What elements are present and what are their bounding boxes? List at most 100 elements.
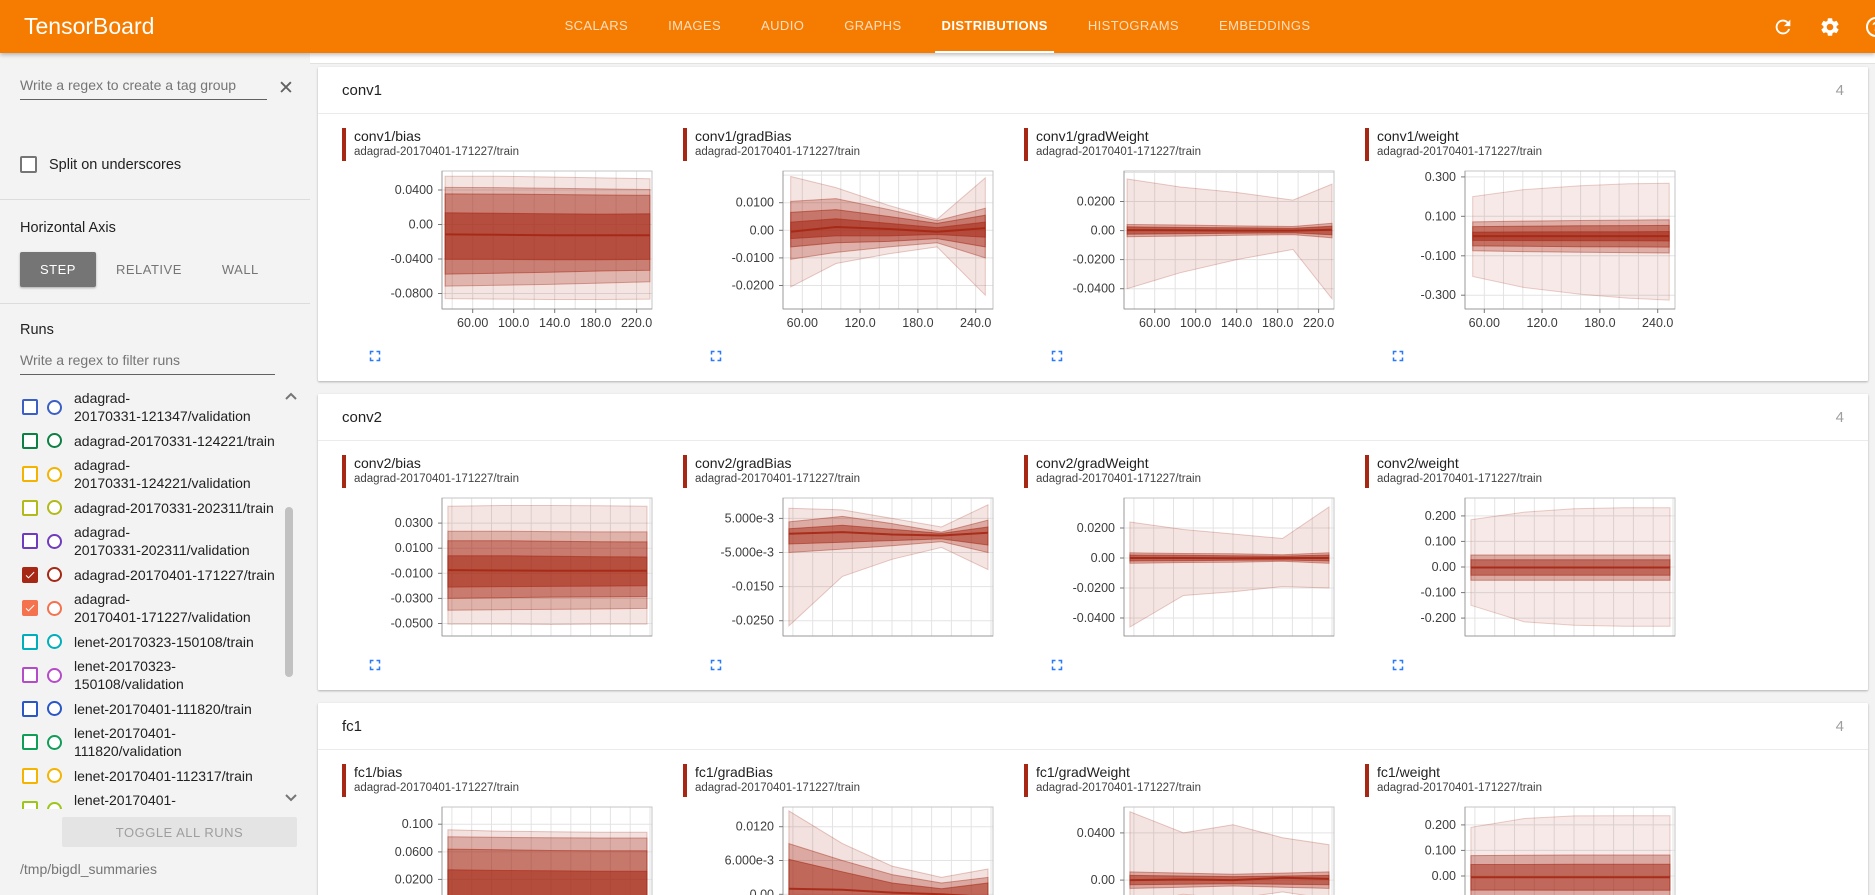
tab-histograms[interactable]: HISTOGRAMS bbox=[1087, 18, 1180, 33]
tab-images[interactable]: IMAGES bbox=[668, 18, 722, 33]
run-radio[interactable] bbox=[47, 801, 62, 809]
run-item[interactable]: adagrad-20170331-202311/train bbox=[22, 494, 280, 521]
run-checkbox[interactable] bbox=[22, 633, 38, 650]
run-checkbox[interactable] bbox=[22, 466, 38, 482]
run-checkbox[interactable] bbox=[22, 399, 38, 415]
distribution-plot[interactable]: 0.0300 0.0100 -0.0100 -0.0300 -0.0500 bbox=[342, 492, 676, 644]
run-checkbox[interactable] bbox=[22, 801, 38, 809]
distribution-chart-card: conv2/gradBias adagrad-20170401-171227/tr… bbox=[683, 455, 1017, 674]
run-radio[interactable] bbox=[47, 533, 62, 549]
svg-text:-0.0250: -0.0250 bbox=[732, 614, 774, 628]
run-item[interactable]: adagrad- 20170331-121347/validation bbox=[22, 387, 280, 427]
distribution-plot[interactable]: 0.300 0.100 -0.100 -0.300 60.00 120.0 180.0 240… bbox=[1365, 165, 1699, 335]
axis-step-button[interactable]: STEP bbox=[20, 252, 96, 287]
tab-embeddings[interactable]: EMBEDDINGS bbox=[1219, 18, 1311, 33]
run-item[interactable]: lenet-20170401-111820/train bbox=[22, 695, 280, 722]
help-icon[interactable]: ? bbox=[1866, 16, 1875, 37]
run-checkbox-checked[interactable] bbox=[22, 566, 38, 583]
expand-chart-button[interactable] bbox=[366, 347, 384, 365]
expand-chart-button[interactable] bbox=[1048, 656, 1066, 674]
settings-gear-icon[interactable] bbox=[1819, 16, 1841, 38]
chart-title-row: conv1/gradBias adagrad-20170401-171227/tr… bbox=[683, 128, 1017, 161]
section-header[interactable]: conv2 4 bbox=[318, 394, 1868, 441]
svg-text:60.00: 60.00 bbox=[1139, 316, 1170, 330]
section-header[interactable]: fc1 4 bbox=[318, 703, 1868, 750]
run-radio[interactable] bbox=[47, 667, 62, 683]
run-radio[interactable] bbox=[47, 600, 62, 616]
run-item[interactable]: lenet-20170323-150108/train bbox=[22, 628, 280, 655]
run-radio[interactable] bbox=[47, 768, 62, 783]
run-item[interactable]: adagrad- 20170331-124221/validation bbox=[22, 454, 280, 494]
run-radio[interactable] bbox=[47, 433, 62, 448]
tab-audio[interactable]: AUDIO bbox=[761, 18, 805, 33]
svg-text:-0.0200: -0.0200 bbox=[1073, 253, 1115, 267]
run-item[interactable]: adagrad-20170401-171227/train bbox=[22, 561, 280, 588]
run-checkbox[interactable] bbox=[22, 667, 38, 683]
clear-tag-regex-icon[interactable]: ✕ bbox=[278, 78, 294, 99]
axis-wall-button[interactable]: WALL bbox=[202, 252, 279, 287]
svg-text:180.0: 180.0 bbox=[1262, 316, 1293, 330]
distribution-plot[interactable]: 0.0400 0.00 -0.0400 -0.0800 60.00 100.0 140.0 1… bbox=[342, 165, 676, 335]
distribution-plot[interactable]: 0.0200 0.00 -0.0200 -0.0400 60.00 100.0 140.0 1… bbox=[1024, 165, 1358, 335]
run-checkbox[interactable] bbox=[22, 432, 38, 449]
expand-chart-button[interactable] bbox=[707, 656, 725, 674]
run-item[interactable]: lenet-20170401-112317/validation bbox=[22, 789, 280, 809]
run-radio[interactable] bbox=[47, 734, 62, 750]
chart-title: fc1/gradBias bbox=[695, 764, 773, 780]
tag-group-regex-input[interactable] bbox=[20, 73, 267, 100]
run-item[interactable]: adagrad- 20170401-171227/validation bbox=[22, 588, 280, 628]
run-color-marker bbox=[1024, 764, 1028, 797]
run-radio[interactable] bbox=[47, 466, 62, 482]
expand-chart-button[interactable] bbox=[707, 347, 725, 365]
run-item[interactable]: lenet-20170323-150108/validation bbox=[22, 655, 280, 695]
svg-text:60.00: 60.00 bbox=[457, 316, 488, 330]
split-underscores-checkbox[interactable] bbox=[20, 156, 37, 173]
runs-scrollbar-thumb[interactable] bbox=[285, 507, 293, 677]
run-item[interactable]: adagrad-20170331-124221/train bbox=[22, 427, 280, 454]
section-header[interactable]: conv1 4 bbox=[318, 67, 1868, 114]
expand-chart-button[interactable] bbox=[1389, 656, 1407, 674]
run-checkbox[interactable] bbox=[22, 499, 38, 516]
distribution-plot[interactable]: 5.000e-3 -5.000e-3 -0.0150 -0.0250 bbox=[683, 492, 1017, 644]
run-item[interactable]: adagrad- 20170331-202311/validation bbox=[22, 521, 280, 561]
run-radio[interactable] bbox=[47, 567, 62, 582]
tab-scalars[interactable]: SCALARS bbox=[564, 18, 629, 33]
run-item[interactable]: lenet-20170401-111820/validation bbox=[22, 722, 280, 762]
section-chart-count: 4 bbox=[1835, 408, 1844, 426]
expand-chart-button[interactable] bbox=[366, 656, 384, 674]
expand-chart-button[interactable] bbox=[1389, 347, 1407, 365]
run-checkbox[interactable] bbox=[22, 767, 38, 784]
run-radio[interactable] bbox=[47, 500, 62, 515]
run-checkbox-checked[interactable] bbox=[22, 600, 38, 616]
run-item[interactable]: lenet-20170401-112317/train bbox=[22, 762, 280, 789]
distribution-plot[interactable]: 0.200 0.100 0.00 -0.100 -0.200 bbox=[1365, 492, 1699, 644]
tab-graphs[interactable]: GRAPHS bbox=[844, 18, 902, 33]
run-checkbox[interactable] bbox=[22, 700, 38, 717]
expand-chart-button[interactable] bbox=[1048, 347, 1066, 365]
run-radio[interactable] bbox=[47, 701, 62, 716]
chart-title-row: conv1/bias adagrad-20170401-171227/train bbox=[342, 128, 676, 161]
run-radio[interactable] bbox=[47, 399, 62, 415]
run-color-marker bbox=[342, 455, 346, 488]
distribution-plot[interactable]: 0.0100 0.00 -0.0100 -0.0200 60.00 120.0 180.0 2… bbox=[683, 165, 1017, 335]
svg-text:120.0: 120.0 bbox=[844, 316, 875, 330]
chart-run-name: adagrad-20170401-171227/train bbox=[354, 782, 519, 794]
chart-run-name: adagrad-20170401-171227/train bbox=[1036, 146, 1201, 158]
scroll-down-icon[interactable] bbox=[283, 791, 299, 803]
distribution-plot[interactable]: 0.0200 0.00 -0.0200 -0.0400 bbox=[1024, 492, 1358, 644]
scroll-up-icon[interactable] bbox=[283, 389, 299, 401]
refresh-icon[interactable] bbox=[1772, 16, 1794, 38]
axis-relative-button[interactable]: RELATIVE bbox=[96, 252, 202, 287]
run-checkbox[interactable] bbox=[22, 734, 38, 750]
split-underscores-row[interactable]: Split on underscores bbox=[20, 156, 290, 173]
run-checkbox[interactable] bbox=[22, 533, 38, 549]
distribution-plot[interactable]: 0.0120 6.000e-3 0.00 bbox=[683, 801, 1017, 895]
run-name: lenet-20170401-112317/validation bbox=[74, 792, 176, 808]
toggle-all-runs-button[interactable]: TOGGLE ALL RUNS bbox=[62, 817, 297, 847]
runs-filter-input[interactable] bbox=[20, 348, 275, 375]
run-radio[interactable] bbox=[47, 634, 62, 649]
tab-distributions[interactable]: DISTRIBUTIONS bbox=[935, 0, 1054, 53]
